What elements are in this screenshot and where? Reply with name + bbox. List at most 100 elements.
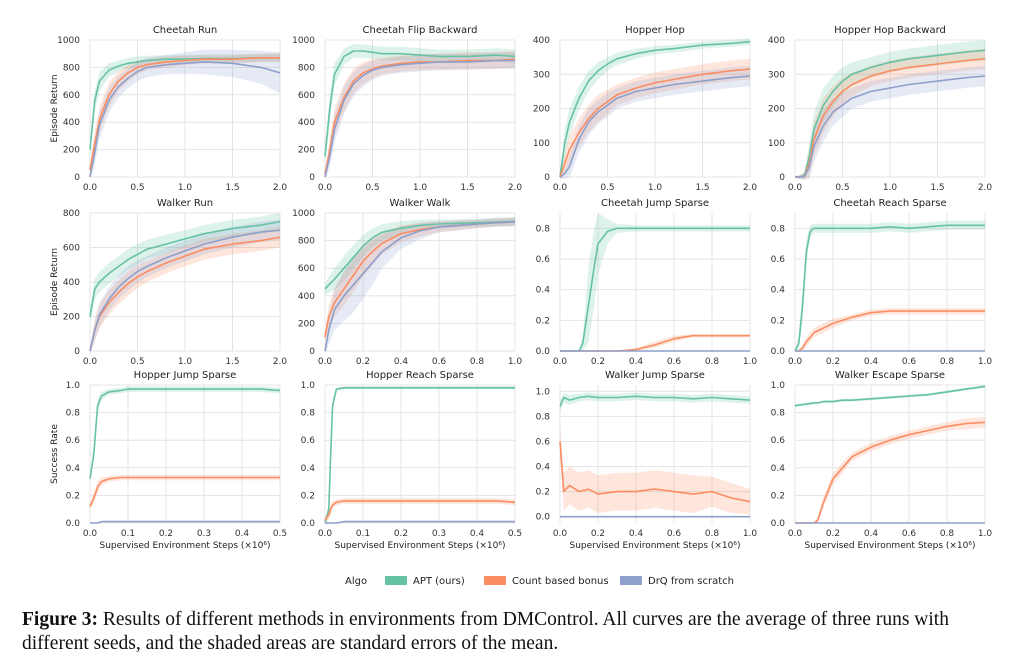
- x-tick-label: 0.3: [432, 529, 446, 539]
- x-tick-label: 2.0: [743, 183, 758, 193]
- series-line-1: [324, 500, 516, 521]
- y-tick-label: 0: [309, 173, 315, 183]
- y-tick-label: 0.8: [301, 409, 316, 419]
- y-tick-label: 0.4: [301, 464, 316, 474]
- x-tick-label: 0.4: [864, 529, 879, 539]
- x-tick-label: 0.8: [705, 357, 720, 367]
- subplot-3: 0.0 0.5 1.0 1.5 2.0 0 100 200 300 400 Hopper Hop B…: [768, 25, 993, 193]
- x-tick-label: 0.0: [553, 357, 568, 367]
- x-tick-label: 0.0: [788, 183, 803, 193]
- y-tick-label: 1.0: [66, 381, 81, 391]
- series-line-2: [324, 221, 516, 352]
- x-tick-label: 2.0: [273, 357, 288, 367]
- series-line-1: [89, 236, 281, 352]
- y-tick-label: 200: [63, 313, 80, 323]
- subplot-7: 0.0 0.2 0.4 0.6 0.8 1.0 0.0 0.2 0.4 0.6 0.8 Cheetah…: [771, 198, 993, 367]
- x-tick-label: 0.3: [197, 529, 211, 539]
- series-line-1: [795, 310, 985, 352]
- x-tick-label: 1.0: [178, 357, 193, 367]
- subplot-6: 0.0 0.2 0.4 0.6 0.8 1.0 0.0 0.2 0.4 0.6 0.8 Cheetah…: [536, 198, 758, 367]
- error-band-0: [325, 217, 515, 295]
- y-tick-label: 800: [298, 237, 315, 247]
- series-line-0: [560, 227, 750, 352]
- caption-label: Figure 3:: [22, 609, 99, 630]
- series-line-2: [89, 61, 281, 178]
- legend-label-1: Count based bonus: [512, 576, 609, 587]
- x-tick-label: 0.2: [826, 357, 840, 367]
- y-tick-label: 0: [74, 347, 80, 357]
- legend: Algo APT (ours) Count based bonus DrQ from …: [345, 576, 734, 587]
- x-tick-label: 0.8: [940, 357, 955, 367]
- series-line-2: [795, 75, 986, 178]
- error-band-1: [90, 226, 280, 355]
- series-line-2: [325, 520, 515, 524]
- series-line-0: [559, 395, 751, 407]
- y-tick-label: 0.4: [771, 286, 786, 296]
- error-band-2: [795, 65, 985, 180]
- x-tick-label: 2.0: [508, 183, 523, 193]
- x-tick-label: 1.5: [460, 183, 474, 193]
- y-axis-label: Episode Return: [50, 74, 60, 142]
- y-tick-label: 0.0: [536, 513, 551, 523]
- subplot-0: 0.0 0.5 1.0 1.5 2.0 0 200 400 600 800 1000 Cheetah …: [50, 25, 287, 193]
- y-axis-label: Episode Return: [50, 248, 60, 316]
- subplot-5: 0.0 0.2 0.4 0.6 0.8 1.0 0 200 400 600 800 1000 Walke…: [292, 198, 522, 367]
- y-tick-label: 0: [544, 173, 550, 183]
- subplot-title: Cheetah Run: [153, 25, 217, 36]
- subplot-8: 0.0 0.1 0.2 0.3 0.4 0.5 0.0 0.2 0.4 0.6 0.8 1.0 Hopp…: [50, 370, 287, 551]
- subplot-title: Cheetah Reach Sparse: [833, 198, 946, 209]
- error-band-1: [560, 334, 750, 351]
- x-tick-label: 1.0: [978, 529, 993, 539]
- y-tick-label: 0: [779, 173, 785, 183]
- series-line-0: [89, 220, 281, 317]
- y-tick-label: 0.4: [536, 286, 551, 296]
- subplot-title: Walker Run: [157, 198, 213, 209]
- x-tick-label: 0.4: [629, 529, 644, 539]
- x-tick-label: 0.2: [394, 529, 408, 539]
- x-tick-label: 0.0: [553, 183, 568, 193]
- x-tick-label: 0.8: [705, 529, 720, 539]
- y-tick-label: 0.8: [536, 412, 551, 422]
- y-tick-label: 0.0: [66, 519, 81, 529]
- x-tick-label: 0.4: [629, 357, 644, 367]
- x-axis-label: Supervised Environment Steps (×10⁶): [570, 541, 741, 551]
- x-tick-label: 0.5: [130, 183, 144, 193]
- x-tick-label: 1.0: [413, 183, 428, 193]
- y-tick-label: 0.0: [536, 347, 551, 357]
- error-band-1: [325, 217, 515, 343]
- x-tick-label: 0.2: [826, 529, 840, 539]
- error-band-2: [90, 219, 280, 355]
- y-tick-label: 200: [768, 105, 785, 115]
- y-tick-label: 0.6: [771, 436, 786, 446]
- error-band-1: [795, 308, 985, 351]
- series-line-1: [324, 58, 516, 175]
- y-tick-label: 800: [63, 63, 80, 73]
- y-tick-label: 400: [298, 292, 315, 302]
- x-tick-label: 0.5: [365, 183, 379, 193]
- x-tick-label: 1.0: [883, 183, 898, 193]
- x-tick-label: 0.0: [83, 357, 98, 367]
- y-tick-label: 800: [63, 209, 80, 219]
- legend-swatch-0: [385, 576, 407, 585]
- y-tick-label: 0.4: [66, 464, 81, 474]
- subplot-10: 0.0 0.2 0.4 0.6 0.8 1.0 0.0 0.2 0.4 0.6 0.8 1.0 Walk…: [536, 370, 758, 551]
- y-tick-label: 200: [63, 146, 80, 156]
- legend-label-0: APT (ours): [413, 576, 465, 587]
- x-tick-label: 0.0: [318, 529, 333, 539]
- figure-caption: Figure 3: Results of different methods i…: [22, 608, 1007, 656]
- y-tick-label: 0.2: [771, 491, 785, 501]
- series-line-0: [795, 49, 986, 178]
- x-tick-label: 0.4: [470, 529, 485, 539]
- x-tick-label: 0.6: [667, 357, 682, 367]
- error-band-0: [90, 53, 280, 156]
- y-tick-label: 0.6: [536, 255, 551, 265]
- x-tick-label: 0.6: [902, 357, 917, 367]
- error-band-1: [90, 474, 280, 510]
- x-tick-label: 0.6: [432, 357, 447, 367]
- subplot-title: Walker Walk: [390, 198, 451, 209]
- y-tick-label: 200: [298, 319, 315, 329]
- x-tick-label: 1.0: [743, 357, 758, 367]
- y-tick-label: 1000: [292, 209, 315, 219]
- y-tick-label: 600: [298, 91, 315, 101]
- y-tick-label: 0.4: [771, 464, 786, 474]
